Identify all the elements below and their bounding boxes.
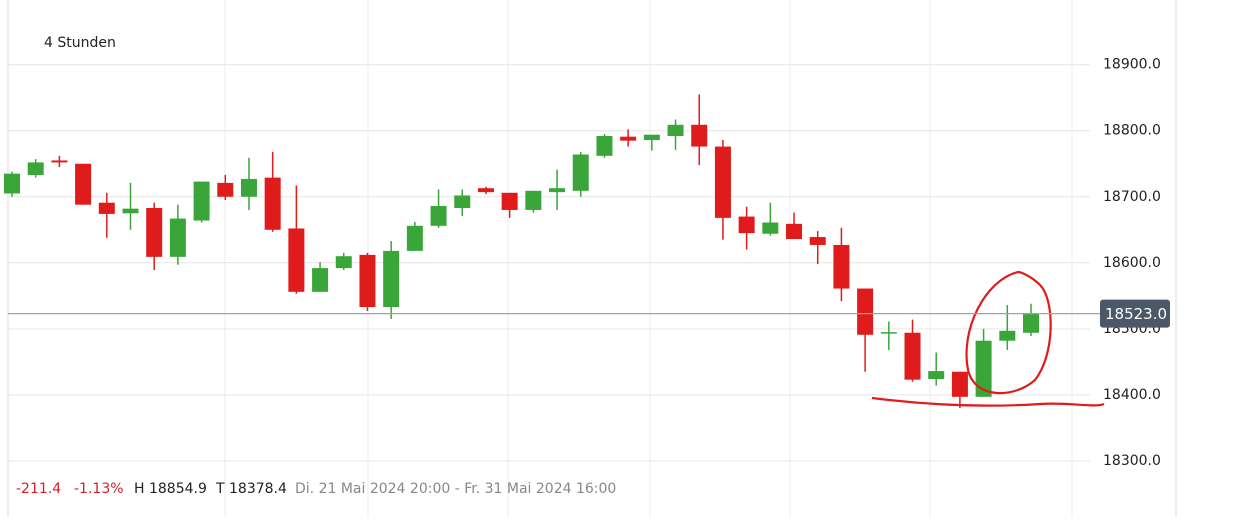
candle-body [169,218,186,257]
candle-body [1023,313,1039,333]
candle-body [738,216,755,234]
candle-body [525,190,542,210]
high-label: H 18854.9 [134,481,207,497]
candle-body [383,250,400,308]
candle-body [98,202,115,214]
candle-body [667,124,684,137]
candle-body [809,237,826,245]
candle-body [857,288,874,335]
annotation-line [871,396,1105,407]
candle-body [786,223,803,240]
vertical-grid [224,0,1073,517]
candle-body [880,332,897,334]
candle-body [75,163,92,205]
annotation-circle [965,270,1052,395]
y-tick-label: 18700.0 [1103,189,1161,205]
candle-body [406,225,423,251]
change: -211.4 [16,481,61,497]
candle-body [928,371,945,380]
candle-body [572,154,589,191]
y-tick-label: 18800.0 [1103,123,1161,139]
candle-body [501,192,518,210]
change-pct: -1.13% [74,481,124,497]
candle-body [51,160,68,163]
candle-body [430,206,447,226]
candle-body [904,332,921,380]
candle-body [596,136,613,156]
candle-body [691,124,708,147]
candle-body [975,340,992,397]
candle-body [288,228,305,292]
candle-body [122,208,139,214]
candle-body [762,222,779,234]
candle-body [714,146,731,218]
candle-body [454,195,471,208]
y-tick-label: 18300.0 [1103,453,1161,469]
y-tick-label: 18400.0 [1103,387,1161,403]
candle-body [549,188,566,193]
candle-body [146,207,163,257]
candle-body [335,256,352,269]
candle-body [951,371,968,397]
current-price-box [1100,299,1170,328]
candle-body [264,177,281,230]
candle-body [477,188,494,193]
candle-body [217,182,234,197]
candle-body [240,178,257,197]
candle-body [359,254,376,308]
y-tick-label: 18600.0 [1103,255,1161,271]
low-label: T 18378.4 [215,481,287,497]
current-price-label: 18523.0 [1105,305,1167,323]
y-tick-label: 18900.0 [1103,57,1161,73]
candle-body [193,181,210,221]
candle-body [4,173,20,194]
candle-body [312,268,329,292]
candle-body [27,162,44,175]
candle-body [620,136,637,141]
candle-body [833,244,850,289]
candle-body [999,330,1016,341]
date-range: Di. 21 Mai 2024 20:00 - Fr. 31 Mai 2024 … [295,481,616,497]
chart-title: 4 Stunden [44,35,116,51]
candle-body [643,134,660,140]
